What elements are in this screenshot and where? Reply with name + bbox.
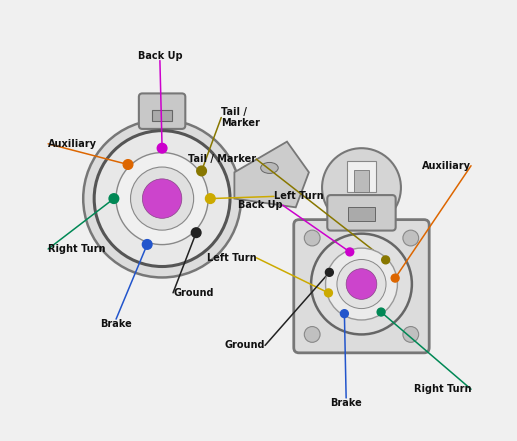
Circle shape [311, 234, 412, 334]
Circle shape [157, 143, 167, 153]
Circle shape [322, 148, 401, 227]
Bar [377, 307, 385, 317]
Circle shape [305, 230, 320, 246]
Circle shape [403, 326, 419, 342]
FancyBboxPatch shape [139, 93, 185, 129]
Circle shape [197, 166, 206, 176]
Circle shape [116, 153, 208, 245]
Bar [191, 228, 202, 238]
Circle shape [142, 239, 152, 249]
Circle shape [391, 274, 399, 282]
Circle shape [346, 269, 377, 299]
Circle shape [403, 230, 419, 246]
Bar [205, 196, 215, 201]
Text: Brake: Brake [100, 319, 132, 329]
Bar [382, 255, 390, 264]
Circle shape [123, 160, 133, 169]
Circle shape [341, 310, 348, 318]
Text: Right Turn: Right Turn [48, 244, 105, 254]
Bar [347, 161, 375, 192]
Bar [391, 275, 400, 281]
Text: Back Up: Back Up [138, 51, 182, 60]
Bar [341, 309, 348, 318]
Circle shape [142, 179, 182, 218]
Text: Tail / Marker: Tail / Marker [188, 154, 256, 164]
Bar [354, 170, 369, 192]
Circle shape [305, 326, 320, 342]
Text: Brake: Brake [330, 398, 362, 408]
Text: Tail /
Marker: Tail / Marker [221, 107, 260, 128]
Bar [143, 239, 151, 250]
Text: Back Up: Back Up [238, 200, 283, 210]
Circle shape [325, 289, 332, 297]
Circle shape [325, 269, 333, 277]
Polygon shape [234, 142, 309, 207]
FancyBboxPatch shape [327, 195, 396, 231]
Circle shape [337, 259, 386, 309]
Bar [324, 290, 333, 296]
Circle shape [346, 248, 354, 256]
Bar [109, 196, 119, 201]
Bar [196, 166, 207, 176]
Circle shape [109, 194, 119, 203]
Bar [153, 110, 172, 121]
Bar [325, 269, 334, 276]
Text: Left Turn: Left Turn [274, 191, 324, 202]
Bar [159, 143, 165, 153]
Circle shape [382, 256, 390, 264]
Circle shape [94, 131, 230, 266]
FancyBboxPatch shape [294, 220, 429, 353]
Text: Auxiliary: Auxiliary [422, 161, 471, 171]
Circle shape [83, 120, 241, 277]
Text: Auxiliary: Auxiliary [48, 139, 97, 149]
Bar [348, 207, 375, 220]
Ellipse shape [261, 162, 278, 173]
Circle shape [326, 248, 398, 320]
Bar [346, 247, 353, 256]
Circle shape [205, 194, 215, 203]
Text: Left Turn: Left Turn [207, 253, 256, 263]
Circle shape [130, 167, 194, 230]
Text: Ground: Ground [173, 288, 214, 298]
Circle shape [191, 228, 201, 238]
Circle shape [377, 308, 385, 316]
Text: Ground: Ground [224, 340, 265, 351]
Text: Right Turn: Right Turn [414, 384, 471, 394]
Bar [123, 159, 133, 170]
